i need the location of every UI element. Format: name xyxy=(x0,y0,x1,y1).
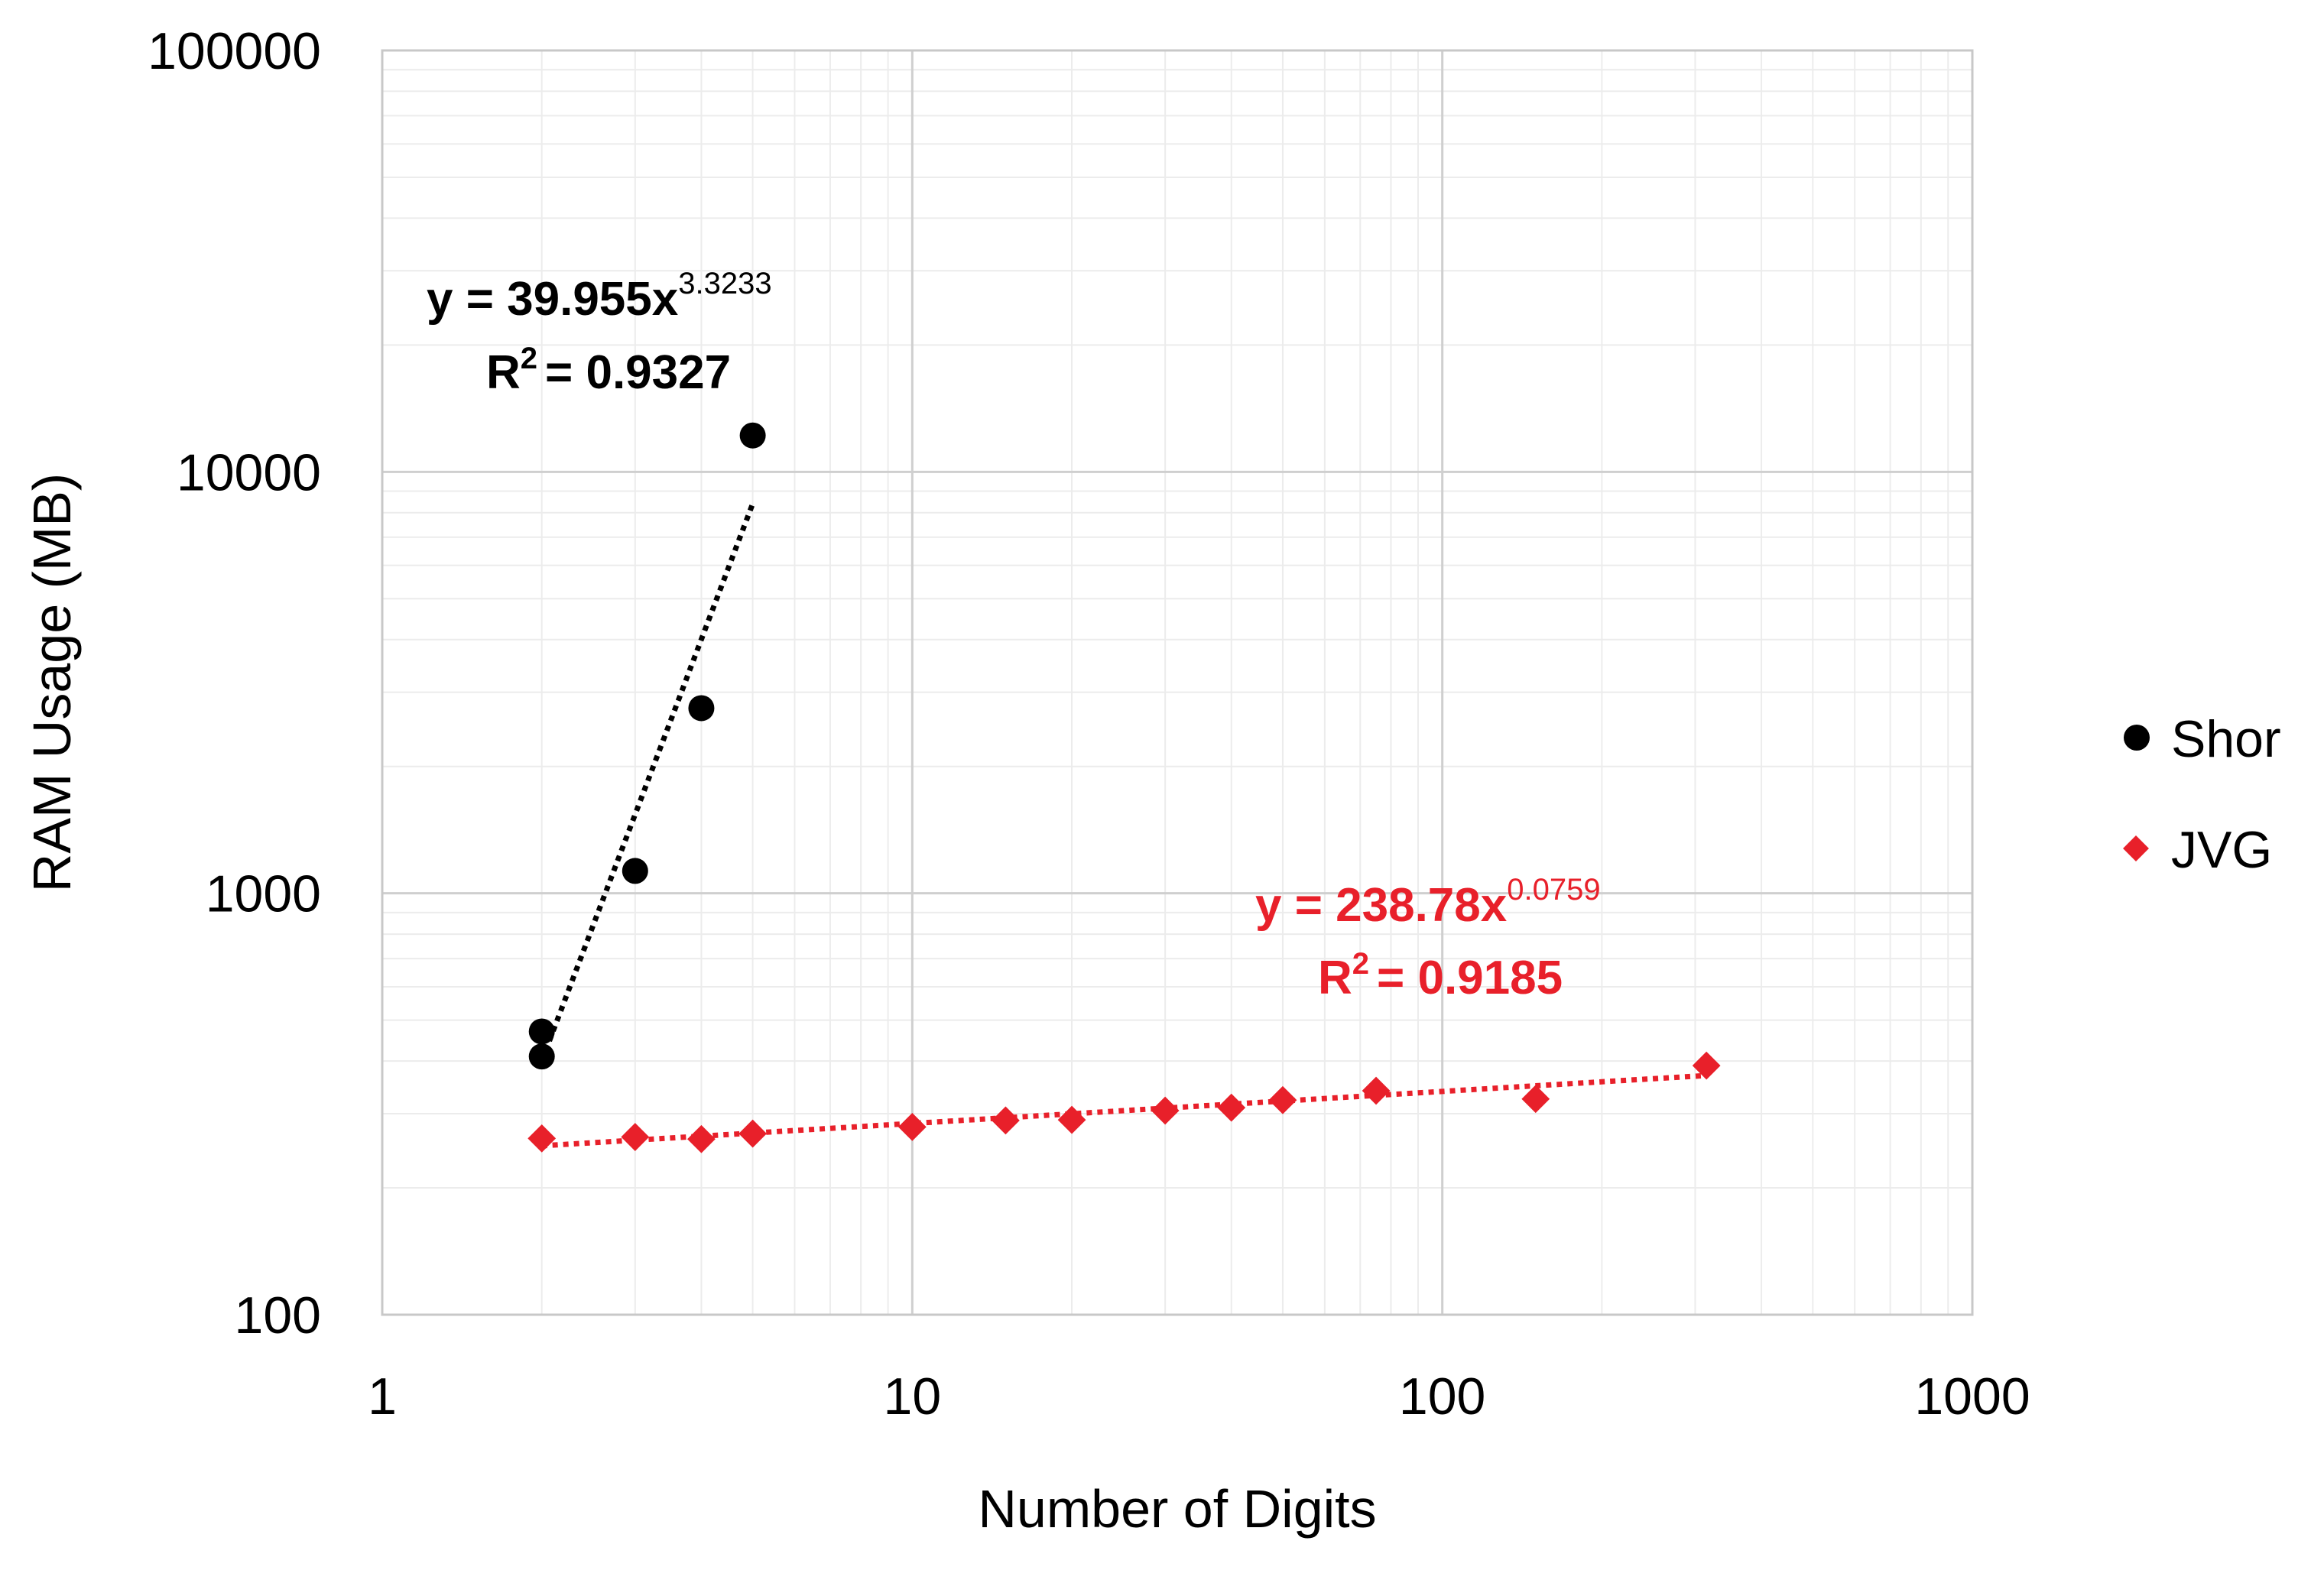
y-tick-labels: 100 1000 10000 100000 xyxy=(148,22,321,1345)
point-shor xyxy=(528,1043,555,1070)
point-jvg xyxy=(527,1124,557,1153)
plot-area xyxy=(382,50,1972,1315)
y-axis-title: RAM Usage (MB) xyxy=(22,473,82,892)
point-jvg xyxy=(1362,1076,1391,1105)
jvg-equation: y = 238.78x0.0759 R2 = 0.9185 xyxy=(1255,873,1601,1004)
svg-text:R2= 0.9185: R2 = 0.9185 xyxy=(1318,947,1563,1004)
legend: Shor JVG xyxy=(2123,710,2281,879)
trendline-shor xyxy=(539,502,755,1062)
x-axis-title: Number of Digits xyxy=(978,1479,1376,1539)
x-tick-label: 100 xyxy=(1399,1367,1485,1426)
minor-gridlines xyxy=(382,50,1972,1315)
shor-equation: y = 39.955x3.3233 R2 = 0.9327 xyxy=(427,267,772,399)
legend-marker-jvg xyxy=(2123,835,2149,861)
shor-equation-text: y = 39.955x xyxy=(427,273,679,326)
svg-text:y = 39.955x3.3233: y = 39.955x3.3233 xyxy=(427,267,772,326)
y-tick-label: 100 xyxy=(235,1286,321,1345)
jvg-equation-exponent: 0.0759 xyxy=(1507,873,1600,907)
point-shor xyxy=(739,422,766,449)
point-jvg xyxy=(897,1112,927,1141)
x-tick-label: 1 xyxy=(368,1367,397,1426)
trendlines xyxy=(539,502,1707,1149)
point-jvg xyxy=(621,1123,650,1151)
point-jvg xyxy=(1057,1105,1086,1134)
jvg-r2-text: = 0.9185 xyxy=(1377,952,1563,1004)
y-tick-label: 1000 xyxy=(206,865,321,923)
shor-equation-exponent: 3.3233 xyxy=(678,267,771,300)
svg-text:R2= 0.9327: R2 = 0.9327 xyxy=(486,342,731,399)
point-jvg xyxy=(1217,1093,1246,1122)
jvg-equation-text: y = 238.78x xyxy=(1255,879,1508,932)
major-gridlines xyxy=(382,50,1972,1315)
point-jvg xyxy=(1521,1085,1550,1114)
point-shor xyxy=(528,1018,555,1045)
legend-marker-shor xyxy=(2124,725,2150,751)
point-jvg xyxy=(1268,1085,1297,1114)
y-tick-label: 100000 xyxy=(148,22,321,80)
plot-border xyxy=(381,49,1974,1316)
point-jvg xyxy=(687,1124,716,1153)
point-jvg xyxy=(1692,1051,1721,1080)
point-shor xyxy=(622,858,648,884)
x-tick-label: 10 xyxy=(884,1367,942,1426)
trendline-jvg xyxy=(541,1072,1707,1149)
legend-label-shor: Shor xyxy=(2171,710,2281,768)
shor-r2-text: = 0.9327 xyxy=(545,346,731,399)
point-jvg xyxy=(738,1119,768,1148)
legend-label-jvg: JVG xyxy=(2171,821,2272,879)
x-tick-label: 1000 xyxy=(1914,1367,2030,1426)
y-tick-label: 10000 xyxy=(177,443,321,501)
point-shor xyxy=(688,695,715,722)
svg-text:y = 238.78x0.0759: y = 238.78x0.0759 xyxy=(1255,873,1601,932)
data-points xyxy=(527,422,1721,1153)
x-tick-labels: 1 10 100 1000 xyxy=(368,1367,2030,1426)
point-jvg xyxy=(992,1106,1020,1135)
point-jvg xyxy=(1151,1096,1180,1125)
